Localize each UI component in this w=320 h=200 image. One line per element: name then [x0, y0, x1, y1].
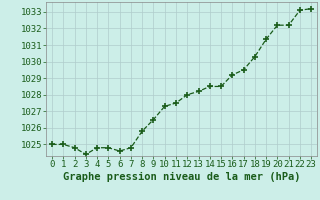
X-axis label: Graphe pression niveau de la mer (hPa): Graphe pression niveau de la mer (hPa)	[63, 172, 300, 182]
